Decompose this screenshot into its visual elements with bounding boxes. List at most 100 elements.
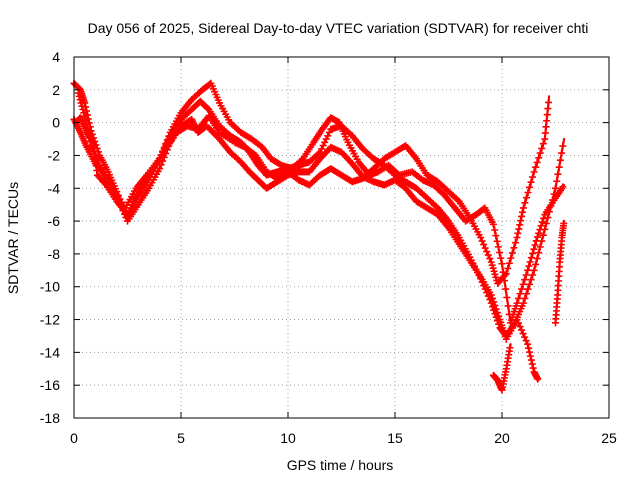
data-point-marker: [513, 299, 521, 307]
data-point-marker: [83, 125, 91, 133]
data-point-marker: [516, 221, 524, 229]
data-point-marker: [514, 229, 522, 237]
data-point-marker: [83, 121, 91, 129]
data-point-marker: [527, 178, 535, 186]
data-point-marker: [487, 291, 495, 299]
x-tick-label: 5: [177, 430, 185, 446]
data-point-marker: [85, 133, 93, 141]
data-point-marker: [496, 249, 504, 257]
data-point-marker: [518, 326, 526, 334]
data-series: [489, 343, 514, 394]
data-point-marker: [519, 280, 527, 288]
data-point-marker: [250, 150, 258, 158]
data-point-marker: [542, 219, 550, 227]
data-point-marker: [515, 294, 523, 302]
y-tick-label: -6: [48, 213, 61, 229]
x-tick-label: 15: [387, 430, 403, 446]
data-point-marker: [526, 348, 534, 356]
data-point-marker: [75, 92, 83, 100]
data-point-marker: [519, 330, 527, 338]
data-point-marker: [537, 222, 545, 230]
data-point-marker: [517, 217, 525, 225]
data-point-marker: [519, 204, 527, 212]
data-point-marker: [526, 183, 534, 191]
data-point-marker: [526, 258, 534, 266]
data-point-marker: [531, 241, 539, 249]
data-point-marker: [489, 220, 497, 228]
data-point-marker: [526, 352, 534, 360]
data-point-marker: [539, 231, 547, 239]
y-tick-label: 4: [52, 49, 60, 65]
data-point-marker: [159, 147, 167, 155]
data-point-marker: [536, 226, 544, 234]
x-tick-label: 20: [494, 430, 510, 446]
y-axis-label: SDTVAR / TECUs: [5, 182, 21, 294]
data-point-marker: [489, 294, 497, 302]
data-point-marker: [519, 299, 527, 307]
data-point-marker: [533, 255, 541, 263]
data-point-marker: [540, 214, 548, 222]
data-point-marker: [554, 170, 562, 178]
data-point-marker: [524, 266, 532, 274]
data-point-marker: [535, 154, 543, 162]
data-point-marker: [527, 254, 535, 262]
data-point-marker: [80, 109, 88, 117]
y-tick-label: -12: [40, 312, 60, 328]
data-point-marker: [529, 364, 537, 372]
data-point-marker: [511, 239, 519, 247]
data-point-marker: [324, 132, 332, 140]
data-point-marker: [513, 234, 521, 241]
data-point-marker: [532, 260, 540, 268]
data-point-marker: [490, 298, 498, 306]
y-tick-label: -8: [48, 246, 61, 262]
data-point-marker: [558, 149, 566, 157]
y-tick-label: 0: [52, 115, 60, 131]
data-point-marker: [204, 104, 212, 112]
data-point-marker: [524, 285, 532, 293]
data-point-marker: [522, 290, 530, 298]
y-tick-label: 2: [52, 82, 60, 98]
data-point-marker: [556, 156, 564, 164]
y-tick-label: -2: [48, 147, 61, 163]
data-point-marker: [86, 137, 94, 145]
y-tick-label: -16: [40, 377, 60, 393]
data-point-marker: [530, 245, 538, 253]
data-point-marker: [504, 264, 512, 272]
y-tick-label: -14: [40, 344, 60, 360]
data-point-marker: [79, 106, 87, 114]
data-point-marker: [500, 277, 508, 285]
data-point-marker: [553, 177, 561, 185]
data-point-marker: [538, 144, 546, 152]
grid: [74, 57, 609, 418]
data-point-marker: [483, 248, 491, 256]
data-point-marker: [454, 196, 462, 204]
data-point-marker: [321, 138, 329, 146]
y-tick-label: -10: [40, 279, 60, 295]
series-line: [77, 82, 566, 324]
x-tick-label: 10: [280, 430, 296, 446]
data-point-marker: [81, 112, 89, 120]
data-point-marker: [130, 197, 138, 205]
data-point-marker: [529, 249, 537, 257]
data-point-marker: [529, 271, 537, 279]
data-point-marker: [101, 180, 109, 188]
data-point-marker: [156, 155, 164, 163]
data-point-marker: [525, 262, 533, 270]
data-point-marker: [160, 143, 168, 151]
data-point-marker: [492, 305, 500, 313]
data-point-marker: [522, 194, 530, 202]
data-point-marker: [534, 375, 542, 383]
data-point-marker: [506, 344, 514, 352]
y-tick-label: -4: [48, 180, 61, 196]
data-point-marker: [518, 208, 526, 216]
data-point-marker: [497, 254, 505, 262]
data-point-marker: [528, 360, 536, 368]
data-point-marker: [532, 237, 540, 245]
data-point-marker: [494, 243, 502, 251]
x-tick-label: 0: [70, 430, 78, 446]
data-point-marker: [480, 241, 488, 249]
data-point-marker: [526, 280, 534, 288]
data-series: [74, 79, 567, 327]
data-point-marker: [495, 312, 503, 320]
